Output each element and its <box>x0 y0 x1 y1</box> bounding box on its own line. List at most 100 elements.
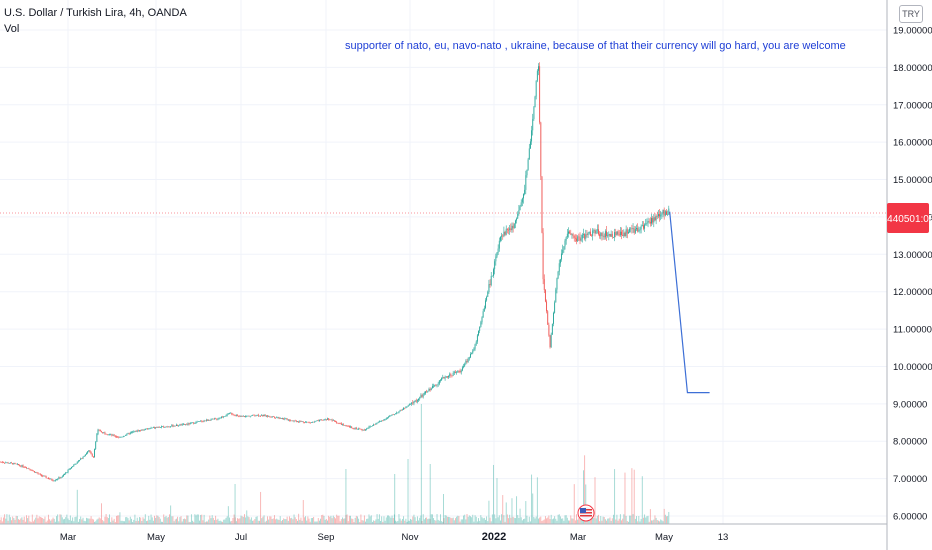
candle-body <box>569 231 571 234</box>
volume-bar <box>372 521 373 524</box>
volume-bar <box>561 518 563 524</box>
candle-body <box>98 429 100 431</box>
candle-body <box>419 397 421 399</box>
volume-bar <box>68 520 70 524</box>
candle-body <box>459 370 461 373</box>
volume-bar <box>627 521 629 524</box>
candle-body <box>407 405 409 407</box>
candle-body <box>460 370 462 373</box>
candle-body <box>512 225 514 229</box>
candle-body <box>76 461 78 464</box>
volume-bar <box>532 493 534 524</box>
volume-bar <box>418 520 420 524</box>
volume-bar <box>460 519 462 524</box>
candle-body <box>592 230 594 237</box>
candle-body <box>606 231 607 236</box>
candle-body <box>614 232 616 238</box>
candle-body <box>405 406 407 409</box>
volume-bar <box>52 517 54 524</box>
candle-body <box>226 413 228 416</box>
candle-body <box>64 474 66 476</box>
volume-bar <box>398 514 400 524</box>
volume-bar <box>335 518 337 524</box>
volume-bar <box>37 518 39 524</box>
candle-body <box>420 395 422 398</box>
candle-body <box>103 432 105 434</box>
flag-icon[interactable] <box>577 504 595 522</box>
candle-body <box>645 223 647 225</box>
candle-body <box>244 416 245 417</box>
volume-bar <box>84 521 86 524</box>
volume-bar <box>45 521 47 524</box>
volume-bar <box>112 520 114 524</box>
volume-bar <box>384 520 386 524</box>
volume-bar <box>467 516 469 524</box>
volume-bar <box>292 519 294 524</box>
volume-bar <box>122 521 124 524</box>
volume-bar <box>367 518 369 524</box>
volume-bar <box>442 521 444 524</box>
volume-bar <box>224 519 226 524</box>
volume-bar <box>564 515 566 524</box>
volume-bar <box>501 514 503 524</box>
volume-bar <box>38 516 40 524</box>
candle-body <box>463 366 464 368</box>
volume-bar <box>629 515 631 524</box>
candle-body <box>295 420 297 422</box>
candle-body <box>369 426 371 428</box>
y-tick-label: 13.00000 <box>893 250 932 261</box>
candle-body <box>209 420 211 421</box>
volume-bar <box>294 517 296 524</box>
volume-bar <box>254 519 256 524</box>
candle-body <box>478 330 479 336</box>
candle-body <box>585 234 587 239</box>
volume-bar <box>220 521 222 524</box>
candle-body <box>514 220 516 224</box>
volume-bar <box>578 518 580 524</box>
candle-body <box>149 428 151 429</box>
volume-bar <box>227 506 229 524</box>
volume-bar <box>165 515 167 524</box>
volume-bar <box>524 518 526 524</box>
candle-body <box>133 431 135 433</box>
candle-body <box>648 221 650 222</box>
candle-body <box>186 424 188 425</box>
candle-body <box>489 284 491 285</box>
candle-body <box>556 278 558 290</box>
candle-body <box>634 229 636 233</box>
volume-bar <box>386 515 388 524</box>
candle-body <box>170 426 172 428</box>
x-tick-label: May <box>147 532 165 543</box>
volume-bar <box>250 517 252 524</box>
volume-bar <box>516 496 518 524</box>
candle-body <box>162 426 164 427</box>
candle-body <box>502 235 504 237</box>
volume-bar <box>222 521 223 524</box>
candle-body <box>472 350 474 354</box>
candle-body <box>45 476 47 478</box>
candle-body <box>618 234 620 236</box>
candle-body <box>44 475 46 477</box>
volume-bar <box>171 516 173 524</box>
volume-bar <box>49 519 51 524</box>
volume-bar <box>385 517 387 524</box>
candle-body <box>313 421 315 423</box>
candle-body <box>56 479 57 481</box>
volume-bar <box>141 521 143 524</box>
candle-body <box>611 233 613 238</box>
candle-body <box>187 423 189 425</box>
candle-body <box>288 419 290 421</box>
volume-bar <box>668 511 670 524</box>
currency-tag[interactable]: TRY <box>899 5 923 23</box>
candle-body <box>245 416 247 417</box>
candle-body <box>214 418 215 420</box>
volume-bar <box>197 514 199 524</box>
volume-bar <box>452 517 454 524</box>
volume-bar <box>314 521 316 524</box>
candle-body <box>425 391 426 394</box>
volume-bar <box>528 516 530 524</box>
volume-bar <box>0 517 2 524</box>
volume-bar <box>517 515 519 524</box>
volume-bar <box>430 514 432 524</box>
